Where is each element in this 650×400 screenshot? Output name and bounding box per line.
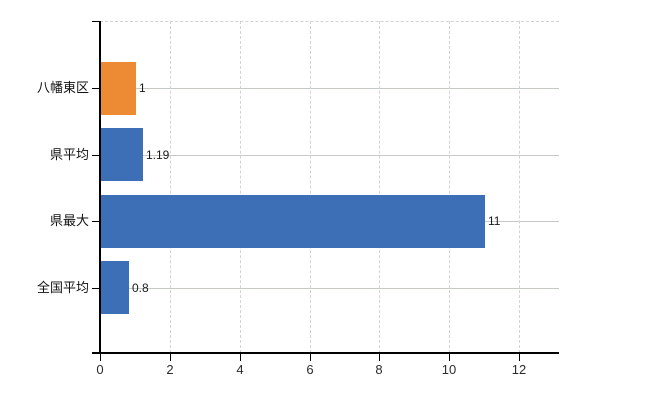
vertical-gridline <box>379 21 380 353</box>
top-boundary-gridline <box>100 21 559 22</box>
x-axis-tick <box>449 354 450 361</box>
category-label: 八幡東区 <box>36 80 89 95</box>
y-axis-tick <box>92 221 100 222</box>
y-axis-tick <box>92 155 100 156</box>
bar-value-label: 1 <box>139 81 146 95</box>
vertical-gridline <box>519 21 520 353</box>
vertical-gridline <box>310 21 311 353</box>
x-tick-label: 0 <box>96 362 104 377</box>
bar-県最大 <box>101 195 485 248</box>
x-axis-tick <box>240 354 241 361</box>
x-tick-label: 10 <box>441 362 457 377</box>
x-tick-label: 12 <box>511 362 527 377</box>
category-label: 全国平均 <box>36 280 89 295</box>
bar-value-label: 0.8 <box>132 281 149 295</box>
y-axis-tick <box>92 88 100 89</box>
vertical-gridline <box>240 21 241 353</box>
category-label: 県最大 <box>49 213 89 228</box>
y-axis-tick-top <box>92 21 100 22</box>
vertical-gridline <box>170 21 171 353</box>
bar-value-label: 11 <box>488 214 501 228</box>
vertical-gridline <box>449 21 450 353</box>
y-axis-line <box>99 21 101 353</box>
bar-value-label: 1.19 <box>146 148 170 162</box>
x-tick-label: 2 <box>166 362 174 377</box>
x-tick-label: 8 <box>375 362 383 377</box>
x-axis-tick <box>310 354 311 361</box>
x-tick-label: 6 <box>306 362 314 377</box>
x-axis-tick <box>379 354 380 361</box>
horizontal-gridline <box>100 288 559 289</box>
bar-全国平均 <box>101 261 129 314</box>
category-label: 県平均 <box>49 147 89 162</box>
x-axis-tick <box>519 354 520 361</box>
x-axis-tick <box>170 354 171 361</box>
x-tick-label: 4 <box>236 362 244 377</box>
y-axis-tick <box>92 288 100 289</box>
x-axis-tick <box>100 354 101 361</box>
bar-八幡東区 <box>101 62 136 115</box>
x-axis-line <box>92 352 559 354</box>
horizontal-gridline <box>100 155 559 156</box>
horizontal-gridline <box>100 88 559 89</box>
bar-県平均 <box>101 128 143 181</box>
